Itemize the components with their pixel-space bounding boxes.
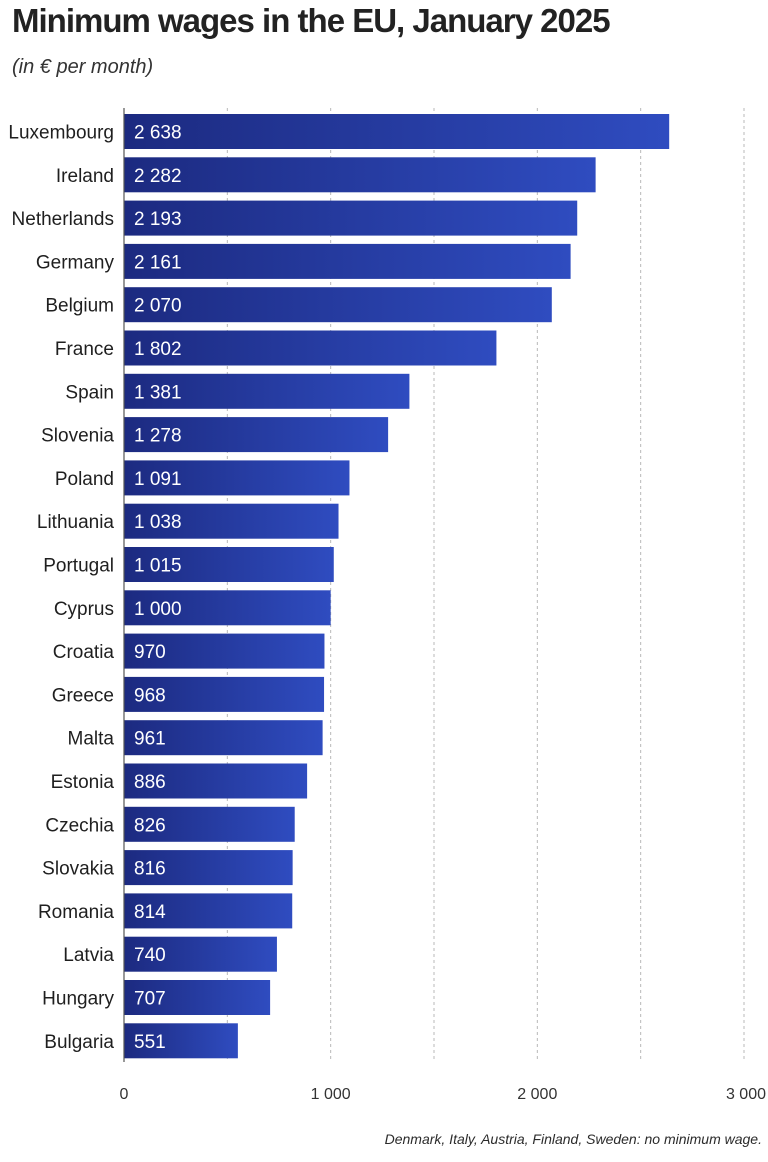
x-tick-label: 1 000 [311, 1086, 351, 1103]
category-label: Estonia [51, 772, 115, 793]
value-label: 1 015 [134, 556, 182, 577]
category-label: Belgium [45, 296, 114, 317]
bar-romania [124, 893, 293, 929]
bar-malta [124, 720, 323, 756]
category-label: Latvia [63, 945, 114, 966]
value-label: 886 [134, 772, 166, 793]
bar-germany [124, 243, 571, 279]
bar-poland [124, 460, 350, 496]
value-label: 968 [134, 685, 166, 706]
category-label: Greece [52, 685, 114, 706]
bar-slovakia [124, 850, 293, 886]
category-label: Spain [65, 382, 114, 403]
category-label: Romania [38, 902, 114, 923]
category-label: Netherlands [12, 209, 114, 230]
category-label: Portugal [43, 556, 114, 577]
value-label: 816 [134, 859, 166, 880]
x-tick-label: 0 [120, 1086, 129, 1103]
bar-portugal [124, 547, 334, 582]
bar-netherlands [124, 200, 578, 236]
value-label: 1 091 [134, 469, 182, 490]
bar-ireland [124, 157, 596, 193]
value-label: 2 161 [134, 252, 182, 273]
value-label: 2 193 [134, 209, 182, 230]
bar-croatia [124, 633, 325, 669]
chart-footnote: Denmark, Italy, Austria, Finland, Sweden… [384, 1131, 762, 1147]
category-label: France [55, 339, 114, 360]
value-label: 1 802 [134, 339, 182, 360]
bar-spain [124, 373, 410, 409]
bar-belgium [124, 287, 552, 323]
category-label: Slovakia [42, 859, 114, 880]
category-label: Lithuania [37, 512, 115, 533]
category-label: Malta [68, 729, 115, 750]
bar-slovenia [124, 417, 389, 453]
bars: 2 638 2 282 2 193 2 161 2 070 1 802 1 381 1 278… [124, 114, 670, 1059]
value-label: 2 638 [134, 123, 182, 144]
chart-subtitle: (in € per month) [12, 56, 154, 78]
category-label: Cyprus [54, 599, 114, 620]
bar-lithuania [124, 503, 339, 539]
value-label: 1 381 [134, 382, 182, 403]
value-label: 551 [134, 1032, 166, 1053]
bar-czechia [124, 806, 295, 842]
category-label: Czechia [45, 815, 114, 836]
value-label: 1 038 [134, 512, 182, 533]
category-label: Poland [55, 469, 114, 490]
value-label: 970 [134, 642, 166, 663]
value-label: 814 [134, 902, 166, 923]
bar-luxembourg [124, 114, 670, 149]
bar-greece [124, 676, 325, 712]
category-label: Bulgaria [44, 1032, 114, 1053]
value-label: 2 070 [134, 296, 182, 317]
category-labels: Luxembourg Ireland Netherlands Germany Belgi… [8, 123, 114, 1053]
category-label: Croatia [53, 642, 115, 663]
bar-hungary [124, 980, 271, 1015]
category-label: Slovenia [41, 426, 114, 447]
bar-bulgaria [124, 1023, 238, 1059]
value-label: 740 [134, 945, 166, 966]
value-label: 1 278 [134, 426, 182, 447]
x-tick-label: 2 000 [517, 1086, 557, 1103]
value-label: 2 282 [134, 166, 182, 187]
category-label: Ireland [56, 166, 114, 187]
bar-cyprus [124, 590, 331, 626]
x-axis-ticks: 0 1 000 2 000 3 000 [120, 1086, 767, 1103]
category-label: Hungary [42, 989, 114, 1010]
chart-title: Minimum wages in the EU, January 2025 [12, 2, 611, 39]
category-label: Luxembourg [8, 123, 114, 144]
value-label: 1 000 [134, 599, 182, 620]
value-label: 707 [134, 989, 166, 1010]
bar-latvia [124, 936, 277, 972]
x-tick-label: 3 000 [726, 1086, 766, 1103]
value-label: 826 [134, 815, 166, 836]
bar-france [124, 330, 497, 366]
category-label: Germany [36, 252, 115, 273]
bar-estonia [124, 763, 308, 799]
value-label: 961 [134, 729, 166, 750]
